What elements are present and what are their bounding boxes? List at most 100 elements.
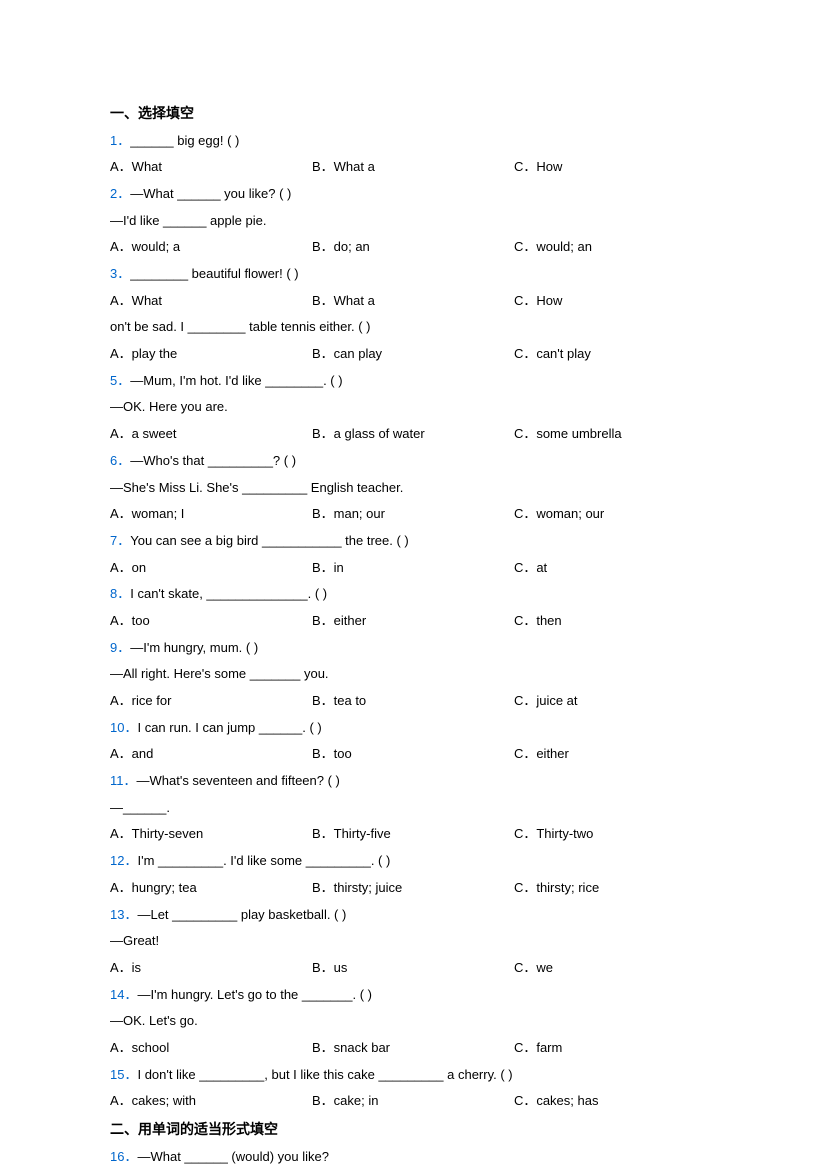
q-num: 10． (110, 720, 137, 735)
options-row: A．is B．us C．we (110, 956, 716, 981)
option-b: B．What a (312, 155, 514, 180)
option-a: A．would; a (110, 235, 312, 260)
q-text: —I'm hungry. Let's go to the _______. ( … (137, 987, 372, 1002)
option-a: A．cakes; with (110, 1089, 312, 1114)
q-num: 13． (110, 907, 137, 922)
options-row: A．play the B．can play C．can't play (110, 342, 716, 367)
question-2: 2．—What ______ you like? ( ) —I'd like _… (110, 182, 716, 260)
q-text: ________ beautiful flower! ( ) (130, 266, 298, 281)
options-row: A．Thirty-seven B．Thirty-five C．Thirty-tw… (110, 822, 716, 847)
option-a: A．is (110, 956, 312, 981)
q-text: —What's seventeen and fifteen? ( ) (137, 773, 340, 788)
options-row: A．and B．too C．either (110, 742, 716, 767)
q-continuation: —All right. Here's some _______ you. (110, 662, 716, 687)
option-b: B．snack bar (312, 1036, 514, 1061)
question-11: 11．—What's seventeen and fifteen? ( ) —_… (110, 769, 716, 847)
option-b: B．can play (312, 342, 514, 367)
option-b: B．What a (312, 289, 514, 314)
option-a: A．woman; I (110, 502, 312, 527)
option-c: C．at (514, 556, 716, 581)
q-num: 5． (110, 373, 130, 388)
q-text: —Let _________ play basketball. ( ) (137, 907, 346, 922)
q-text: —I'm hungry, mum. ( ) (130, 640, 258, 655)
q-text: —Who's that _________? ( ) (130, 453, 296, 468)
option-a: A．What (110, 155, 312, 180)
question-13: 13．—Let _________ play basketball. ( ) —… (110, 903, 716, 981)
q-num: 12． (110, 853, 137, 868)
options-row: A．rice for B．tea to C．juice at (110, 689, 716, 714)
q-text: I'm _________. I'd like some _________. … (137, 853, 390, 868)
option-b: B．man; our (312, 502, 514, 527)
q-num: 14． (110, 987, 137, 1002)
options-row: A．would; a B．do; an C．would; an (110, 235, 716, 260)
option-a: A．and (110, 742, 312, 767)
q-num: 11． (110, 773, 137, 788)
option-c: C．either (514, 742, 716, 767)
option-b: B．a glass of water (312, 422, 514, 447)
options-row: A．school B．snack bar C．farm (110, 1036, 716, 1061)
q-num: 3． (110, 266, 130, 281)
q-continuation: —______. (110, 796, 716, 821)
question-5: 5．—Mum, I'm hot. I'd like ________. ( ) … (110, 369, 716, 447)
question-1: 1．______ big egg! ( ) A．What B．What a C．… (110, 129, 716, 180)
q-num: 16． (110, 1149, 137, 1164)
options-row: A．cakes; with B．cake; in C．cakes; has (110, 1089, 716, 1114)
option-c: C．would; an (514, 235, 716, 260)
option-c: C．cakes; has (514, 1089, 716, 1114)
q-num: 1． (110, 133, 130, 148)
q-continuation: —I'd like ______ apple pie. (110, 209, 716, 234)
question-12: 12．I'm _________. I'd like some ________… (110, 849, 716, 900)
option-a: A．on (110, 556, 312, 581)
option-b: B．in (312, 556, 514, 581)
option-c: C．we (514, 956, 716, 981)
options-row: A．on B．in C．at (110, 556, 716, 581)
option-c: C．How (514, 155, 716, 180)
question-6: 6．—Who's that _________? ( ) —She's Miss… (110, 449, 716, 527)
question-15: 15．I don't like _________, but I like th… (110, 1063, 716, 1114)
q-num: 15． (110, 1067, 137, 1082)
q-text: You can see a big bird ___________ the t… (130, 533, 409, 548)
question-16: 16．—What ______ (would) you like? (110, 1145, 716, 1169)
section1-title: 一、选择填空 (110, 100, 716, 127)
options-row: A．a sweet B．a glass of water C．some umbr… (110, 422, 716, 447)
option-a: A．Thirty-seven (110, 822, 312, 847)
option-a: A．hungry; tea (110, 876, 312, 901)
option-c: C．woman; our (514, 502, 716, 527)
q-continuation: —She's Miss Li. She's _________ English … (110, 476, 716, 501)
q-text: I don't like _________, but I like this … (137, 1067, 512, 1082)
option-c: C．then (514, 609, 716, 634)
option-b: B．Thirty-five (312, 822, 514, 847)
option-a: A．What (110, 289, 312, 314)
option-a: A．rice for (110, 689, 312, 714)
q-continuation: —Great! (110, 929, 716, 954)
options-row: A．What B．What a C．How (110, 155, 716, 180)
option-b: B．cake; in (312, 1089, 514, 1114)
option-b: B．us (312, 956, 514, 981)
question-14: 14．—I'm hungry. Let's go to the _______.… (110, 983, 716, 1061)
option-b: B．thirsty; juice (312, 876, 514, 901)
q-text: I can run. I can jump ______. ( ) (137, 720, 321, 735)
question-9: 9．—I'm hungry, mum. ( ) —All right. Here… (110, 636, 716, 714)
q-text: —Mum, I'm hot. I'd like ________. ( ) (130, 373, 342, 388)
q-num: 2． (110, 186, 130, 201)
q-text: ______ big egg! ( ) (130, 133, 239, 148)
q-num: 8． (110, 586, 130, 601)
question-7: 7．You can see a big bird ___________ the… (110, 529, 716, 580)
option-c: C．farm (514, 1036, 716, 1061)
option-a: A．a sweet (110, 422, 312, 447)
option-b: B．tea to (312, 689, 514, 714)
option-c: C．some umbrella (514, 422, 716, 447)
option-c: C．can't play (514, 342, 716, 367)
option-b: B．too (312, 742, 514, 767)
section2-title: 二、用单词的适当形式填空 (110, 1116, 716, 1143)
q-continuation: —OK. Here you are. (110, 395, 716, 420)
options-row: A．hungry; tea B．thirsty; juice C．thirsty… (110, 876, 716, 901)
options-row: A．too B．either C．then (110, 609, 716, 634)
option-a: A．school (110, 1036, 312, 1061)
option-b: B．do; an (312, 235, 514, 260)
option-a: A．play the (110, 342, 312, 367)
q-text: on't be sad. I ________ table tennis eit… (110, 319, 371, 334)
question-8: 8．I can't skate, ______________. ( ) A．t… (110, 582, 716, 633)
question-10: 10．I can run. I can jump ______. ( ) A．a… (110, 716, 716, 767)
q-num: 6． (110, 453, 130, 468)
